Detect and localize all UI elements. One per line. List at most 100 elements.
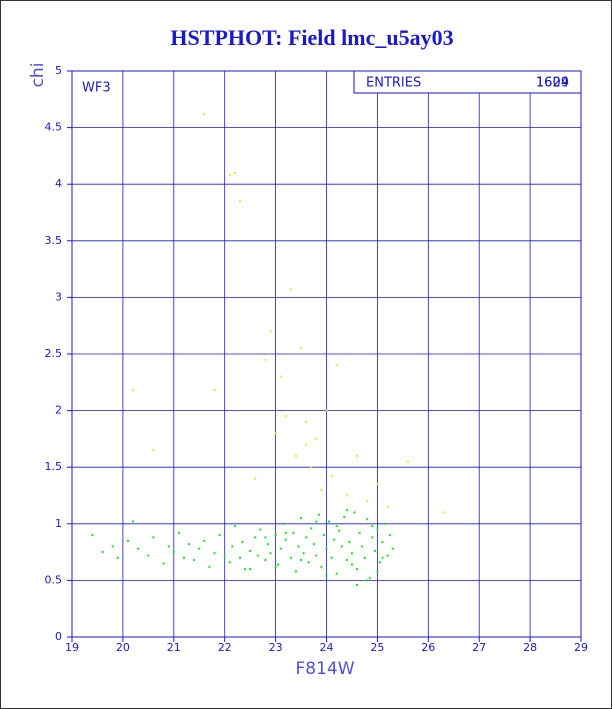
x-tick-label: 19 <box>65 641 79 654</box>
point <box>356 583 359 586</box>
y-tick-label: 2.5 <box>45 347 63 360</box>
point <box>335 525 338 528</box>
point <box>269 330 272 333</box>
point <box>330 475 333 478</box>
point <box>188 543 191 546</box>
x-tick-label: 26 <box>421 641 435 654</box>
point <box>305 420 308 423</box>
point <box>266 543 269 546</box>
x-tick-label: 20 <box>116 641 130 654</box>
point <box>317 513 320 516</box>
x-tick-label: 21 <box>167 641 181 654</box>
point <box>325 574 328 577</box>
point <box>274 565 277 568</box>
point <box>371 536 374 539</box>
point <box>406 460 409 463</box>
point <box>137 547 140 550</box>
point <box>91 534 94 537</box>
point <box>386 505 389 508</box>
point <box>282 522 285 525</box>
y-axis-label: chi <box>28 63 48 88</box>
point <box>328 520 331 523</box>
point <box>111 545 114 548</box>
point <box>391 547 394 550</box>
point <box>343 516 346 519</box>
point <box>289 556 292 559</box>
point <box>264 358 267 361</box>
point <box>356 568 359 571</box>
x-tick-label: 25 <box>370 641 384 654</box>
point <box>126 539 129 542</box>
point <box>203 113 206 116</box>
point <box>233 525 236 528</box>
point <box>249 568 252 571</box>
point <box>300 347 303 350</box>
point <box>307 561 310 564</box>
point <box>376 570 379 573</box>
point <box>256 554 259 557</box>
point <box>305 443 308 446</box>
point <box>366 500 369 503</box>
x-tick-label: 27 <box>472 641 486 654</box>
point <box>223 554 226 557</box>
point <box>231 545 234 548</box>
point <box>325 547 328 550</box>
point <box>338 529 341 532</box>
point <box>284 531 287 534</box>
y-tick-label: 3.5 <box>45 234 63 247</box>
y-tick-label: 2 <box>55 404 62 417</box>
point <box>208 565 211 568</box>
point <box>312 543 315 546</box>
point <box>378 561 381 564</box>
point <box>264 559 267 562</box>
point <box>277 563 280 566</box>
x-tick-label: 23 <box>269 641 283 654</box>
point <box>376 527 379 530</box>
point <box>340 545 343 548</box>
point <box>366 518 369 521</box>
y-tick-label: 1 <box>55 517 62 530</box>
point <box>345 509 348 512</box>
point <box>356 454 359 457</box>
point <box>274 534 277 537</box>
point <box>172 551 175 554</box>
point <box>241 540 244 543</box>
point <box>284 415 287 418</box>
point <box>368 577 371 580</box>
point <box>249 549 252 552</box>
y-tick-label: 3 <box>55 290 62 303</box>
point <box>305 536 308 539</box>
panel-label: WF3 <box>82 81 111 96</box>
y-tick-label: 4 <box>55 177 62 190</box>
point <box>269 552 272 555</box>
point <box>363 556 366 559</box>
point <box>238 200 241 203</box>
point <box>322 534 325 537</box>
point <box>297 545 300 548</box>
point <box>381 556 384 559</box>
point <box>116 556 119 559</box>
point <box>384 522 387 525</box>
point <box>254 536 257 539</box>
point <box>289 288 292 291</box>
point <box>330 556 333 559</box>
point <box>274 432 277 435</box>
y-tick-label: 4.5 <box>45 121 63 134</box>
point <box>361 545 364 548</box>
point <box>193 559 196 562</box>
point <box>345 494 348 497</box>
point <box>300 559 303 562</box>
y-tick-label: 1.5 <box>45 460 63 473</box>
point <box>177 531 180 534</box>
point <box>279 375 282 378</box>
point <box>320 488 323 491</box>
point <box>167 545 170 548</box>
point <box>264 536 267 539</box>
point <box>348 540 351 543</box>
point <box>254 477 257 480</box>
point <box>147 554 150 557</box>
point <box>335 572 338 575</box>
point <box>350 552 353 555</box>
